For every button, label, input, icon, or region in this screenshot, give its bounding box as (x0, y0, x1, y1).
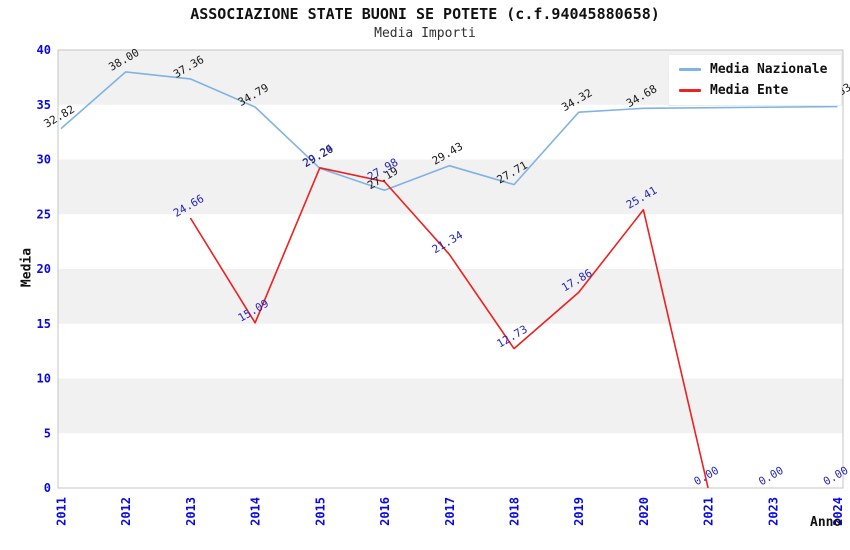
x-tick-label: 2012 (119, 497, 133, 526)
x-tick-label: 2023 (766, 497, 780, 526)
x-axis-title: Anno (810, 515, 842, 530)
x-tick-label: 2021 (702, 497, 716, 526)
y-tick-label: 25 (37, 207, 51, 221)
y-tick-label: 20 (37, 262, 51, 276)
plot-band (58, 323, 843, 379)
legend-label-media-ente: Media Ente (710, 83, 789, 98)
chart-title: ASSOCIAZIONE STATE BUONI SE POTETE (c.f.… (190, 5, 660, 23)
x-tick-label: 2024 (831, 497, 845, 526)
legend-label-media-nazionale: Media Nazionale (710, 62, 828, 77)
y-tick-label: 30 (37, 153, 51, 167)
plot-band (58, 269, 843, 324)
plot-band (58, 159, 843, 215)
legend: Media Nazionale Media Ente (668, 54, 843, 106)
media-ente-line-swatch (679, 89, 701, 92)
media-nazionale-line-swatch (679, 68, 701, 71)
x-tick-label: 2011 (55, 497, 69, 526)
x-tick-label: 2014 (249, 497, 263, 526)
x-tick-label: 2016 (378, 497, 392, 526)
y-tick-label: 5 (44, 426, 51, 440)
y-tick-label: 15 (37, 317, 51, 331)
x-tick-label: 2020 (637, 497, 651, 526)
media-nazionale-line (60, 71, 838, 192)
x-tick-label: 2015 (313, 497, 327, 526)
y-tick-label: 35 (37, 98, 51, 112)
legend-item-media-ente: Media Ente (679, 83, 827, 98)
plot-frame (57, 49, 844, 489)
media-ente-line (189, 167, 709, 489)
plot-band (58, 214, 843, 269)
x-tick-label: 2019 (572, 497, 586, 526)
y-tick-label: 0 (44, 481, 51, 495)
x-tick-label: 2017 (443, 497, 457, 526)
y-tick-label: 10 (37, 372, 51, 386)
chart-subtitle: Media Importi (374, 26, 476, 41)
legend-item-media-nazionale: Media Nazionale (679, 62, 827, 77)
plot-band (58, 104, 843, 160)
plot-band (58, 378, 843, 434)
y-tick-label: 40 (37, 43, 51, 57)
x-tick-label: 2018 (507, 497, 521, 526)
plot-band (58, 433, 843, 488)
x-tick-label: 2013 (184, 497, 198, 526)
y-axis-title: Media (19, 247, 35, 288)
